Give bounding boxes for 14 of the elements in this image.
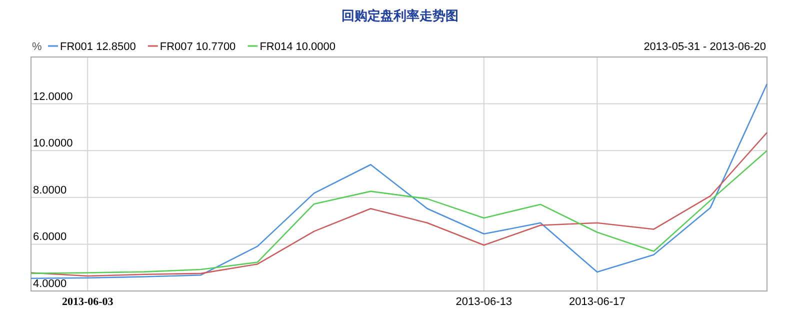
y-tick-label: 8.0000 bbox=[33, 184, 67, 196]
legend-label: FR014 10.0000 bbox=[260, 41, 336, 53]
y-tick-label: 4.0000 bbox=[33, 278, 67, 290]
x-tick-label: 2013-06-13 bbox=[456, 296, 512, 308]
x-tick-label: 2013-06-03 bbox=[62, 296, 114, 308]
y-tick-label: 10.0000 bbox=[33, 138, 73, 150]
chart-title: 回购定盘利率走势图 bbox=[342, 8, 458, 23]
y-tick-label: 6.0000 bbox=[33, 231, 67, 244]
y-tick-label: 12.0000 bbox=[33, 90, 73, 103]
legend-label: FR001 12.8500 bbox=[60, 41, 136, 53]
y-axis-title: % bbox=[32, 41, 42, 53]
x-tick-label: 2013-06-17 bbox=[569, 296, 626, 308]
legend-label: FR007 10.7700 bbox=[160, 41, 236, 53]
chart-subtitle: 2013-05-31 - 2013-06-20 bbox=[644, 41, 766, 53]
